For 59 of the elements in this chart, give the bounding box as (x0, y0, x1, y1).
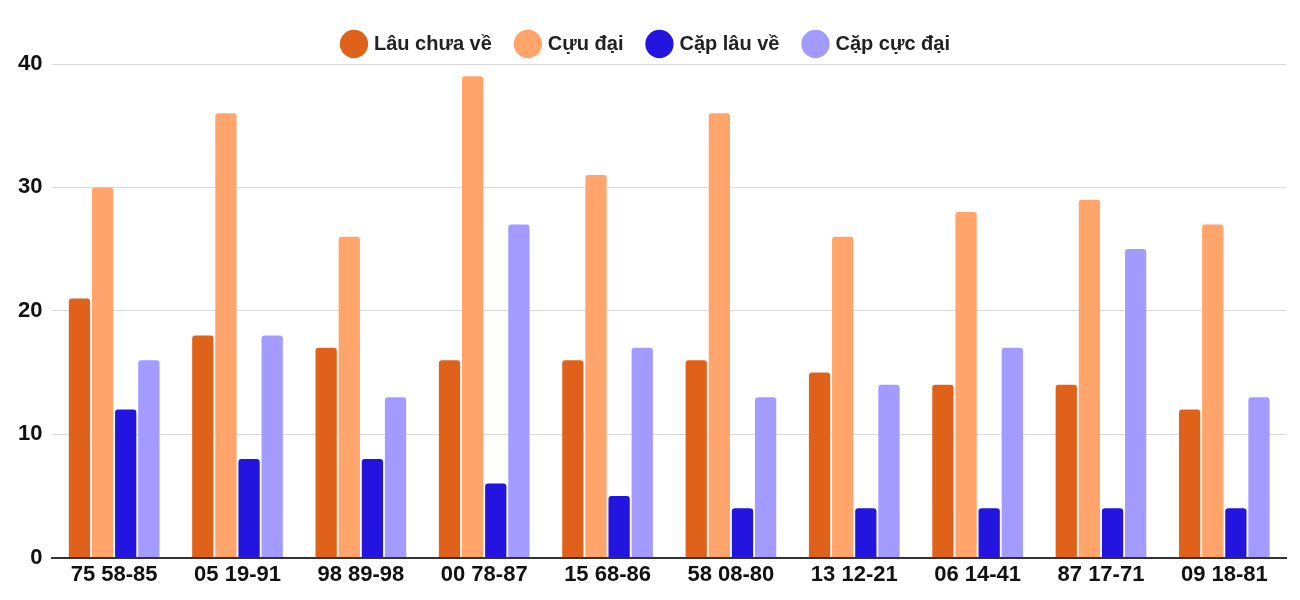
bar (708, 113, 730, 558)
bar (1178, 409, 1201, 558)
bar (878, 384, 900, 558)
bar (608, 495, 630, 558)
bar (1225, 508, 1247, 558)
bar (1101, 508, 1124, 558)
bar (978, 508, 1000, 558)
x-tick-label: 87 17-71 (1057, 560, 1145, 586)
x-tick-label: 00 78-87 (440, 560, 528, 586)
bar (1248, 397, 1270, 558)
legend-label: Cặp cực đại (835, 31, 951, 54)
bar (855, 508, 877, 558)
bar (338, 236, 360, 558)
legend-label: Cựu đại (547, 31, 624, 54)
x-tick-label: 58 08-80 (687, 560, 775, 586)
bar (1125, 249, 1147, 558)
y-tick-label: 40 (17, 50, 43, 76)
bar (238, 458, 260, 558)
x-tick-label: 98 89-98 (317, 560, 405, 586)
x-tick-label: 06 14-41 (934, 560, 1022, 586)
bar (384, 397, 407, 558)
bar (1078, 199, 1101, 558)
bar (1202, 224, 1224, 558)
bar (508, 224, 530, 558)
bar (754, 397, 777, 558)
legend-label: Lâu chưa về (373, 31, 492, 54)
x-tick-label: 09 18-81 (1180, 560, 1268, 586)
bar (192, 335, 214, 558)
y-tick-label: 0 (30, 543, 43, 569)
bar (932, 384, 954, 558)
bar (685, 360, 707, 558)
bar (215, 113, 237, 558)
bar (315, 347, 337, 558)
bar (585, 175, 607, 558)
x-tick-label: 13 12-21 (810, 560, 898, 586)
bar (562, 360, 584, 558)
y-tick-label: 20 (17, 296, 43, 322)
y-tick-label: 10 (17, 420, 43, 446)
bar (1055, 384, 1077, 558)
bar (731, 508, 754, 558)
x-tick-label: 05 19-91 (194, 560, 281, 586)
bar (955, 212, 977, 558)
bar (115, 409, 137, 558)
bar (631, 347, 653, 558)
bar (68, 298, 91, 558)
bar (832, 236, 854, 558)
bar (462, 76, 484, 558)
x-tick-label: 75 58-85 (70, 560, 158, 586)
bar (1001, 347, 1023, 558)
bar (138, 360, 160, 558)
bar (808, 372, 831, 558)
x-tick-label: 15 68-86 (564, 560, 651, 586)
legend-label: Cặp lâu về (679, 31, 780, 54)
bar (261, 335, 283, 558)
bar (361, 458, 384, 558)
bar (438, 360, 461, 558)
y-tick-label: 30 (17, 173, 43, 199)
bar (485, 483, 507, 558)
bar (91, 187, 114, 558)
